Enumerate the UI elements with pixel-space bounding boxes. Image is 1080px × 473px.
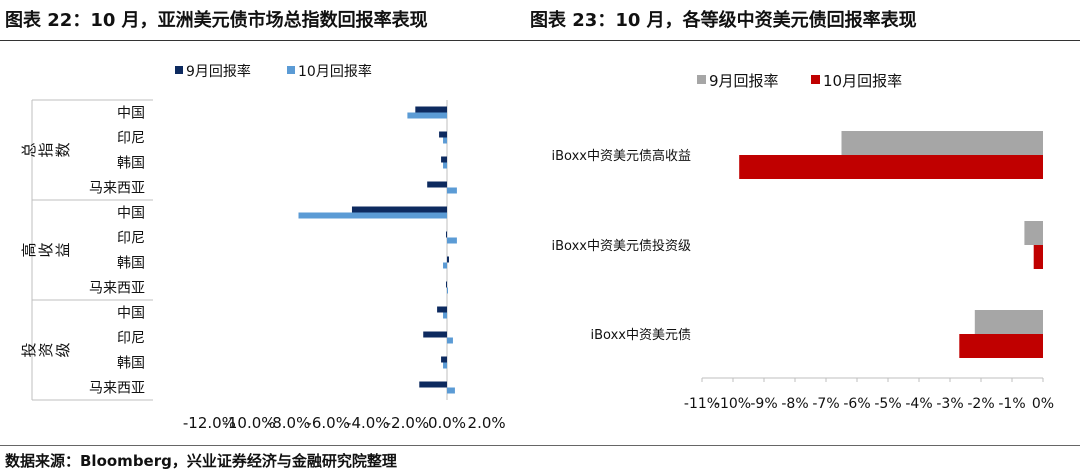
category-label: 马来西亚 [89,281,145,297]
bar-sep [423,331,447,338]
bar-oct [739,155,1043,179]
bar-sep [1024,221,1043,245]
bar-oct [298,212,447,219]
legend-label: 9月回报率 [186,63,251,80]
x-tick-label: 2.0% [468,414,506,432]
x-tick-label: -9% [750,396,777,412]
x-tick-label: -2.0% [386,414,430,432]
category-label: 马来西亚 [89,381,145,397]
bar-sep [439,131,447,138]
bar-oct [1033,245,1043,269]
bar-oct [407,112,447,119]
bar-sep [441,356,447,363]
bar-sep [841,131,1043,155]
legend-label: 9月回报率 [709,72,779,90]
bar-oct [443,137,447,144]
x-tick-label: -4% [905,396,932,412]
bar-oct [443,262,447,269]
bar-sep [415,106,447,113]
category-label: 中国 [117,306,145,322]
x-tick-label: -8.0% [267,414,311,432]
bar-sep [351,206,447,213]
x-tick-label: 0.0% [428,414,466,432]
category-label: 印尼 [117,331,145,347]
x-tick-label: -6% [843,396,870,412]
bar-oct [443,362,447,369]
bar-oct [959,334,1043,358]
bar-oct [447,387,455,394]
category-label: 马来西亚 [89,181,145,197]
category-label: 印尼 [117,131,145,147]
category-label: iBoxx中资美元债 [591,328,691,343]
bar-sep [419,381,447,388]
category-label: 韩国 [117,156,145,172]
x-tick-label: -2% [967,396,994,412]
footer-divider [0,445,1080,446]
x-tick-label: -8% [781,396,808,412]
legend-swatch [811,75,820,84]
legend-swatch [175,66,183,74]
x-tick-label: -11% [684,396,720,412]
x-tick-label: -10% [715,396,751,412]
category-label: 韩国 [117,256,145,272]
bar-sep [446,281,448,288]
category-label: 韩国 [117,356,145,372]
category-label: 印尼 [117,231,145,247]
bar-sep [446,231,448,238]
x-tick-label: -4.0% [346,414,390,432]
bar-oct [443,162,447,169]
legend-swatch [697,75,706,84]
bar-sep [427,181,447,188]
group-label: 总指数 [20,142,72,157]
category-label: iBoxx中资美元债投资级 [552,238,691,254]
left-chart-title: 图表 22：10 月，亚洲美元债市场总指数回报率表现 [5,10,428,31]
right-chart-title: 图表 23：10 月，各等级中资美元债回报率表现 [530,10,917,31]
bar-sep [447,256,449,263]
bar-sep [974,310,1043,334]
x-tick-label: -10.0% [222,414,275,432]
x-tick-label: -6.0% [306,414,350,432]
group-label: 投资级 [20,342,72,357]
bar-sep [441,156,447,163]
legend-label: 10月回报率 [823,72,902,90]
legend-label: 10月回报率 [298,63,372,80]
x-tick-label: -1% [998,396,1025,412]
bar-oct [447,237,457,244]
category-label: iBoxx中资美元债高收益 [552,148,691,164]
x-tick-label: -12.0% [183,414,236,432]
x-tick-label: 0% [1032,396,1054,412]
bar-oct [443,312,447,319]
bar-oct [447,187,457,194]
legend-swatch [287,66,295,74]
title-divider [0,40,1080,41]
x-tick-label: -7% [812,396,839,412]
category-label: 中国 [117,106,145,122]
x-tick-label: -5% [874,396,901,412]
data-source-note: 数据来源：Bloomberg，兴业证券经济与金融研究院整理 [5,452,397,470]
bar-oct [447,287,448,294]
group-label: 高收益 [20,242,72,257]
category-label: 中国 [117,206,145,222]
x-tick-label: -3% [936,396,963,412]
bar-oct [447,337,453,344]
bar-sep [437,306,447,313]
